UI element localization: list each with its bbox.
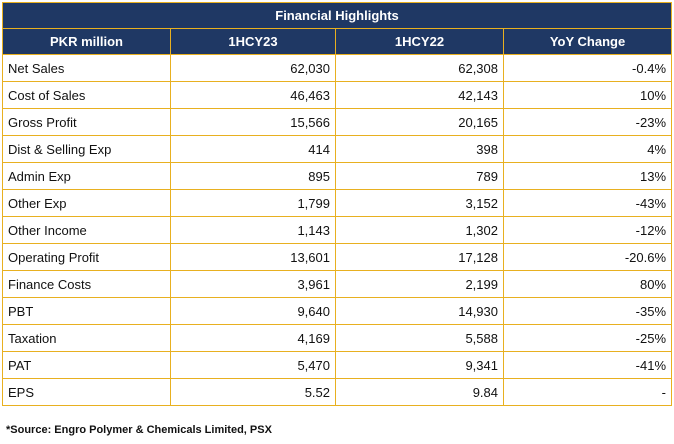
table-cell-cy23: 3,961 — [170, 270, 336, 298]
table-cell-yoy: -12% — [502, 216, 673, 244]
table-cell-cy23: 4,169 — [170, 324, 336, 352]
table-cell-yoy: -23% — [502, 108, 673, 136]
table-cell-label: Dist & Selling Exp — [2, 135, 171, 163]
table-cell-label: Cost of Sales — [2, 81, 171, 109]
table-title: Financial Highlights — [1, 2, 673, 29]
table-cell-yoy: -25% — [502, 324, 673, 352]
column-header: 1HCY23 — [170, 28, 336, 55]
table-row: Other Income 1,143 1,302 -12% — [2, 216, 673, 244]
financial-highlights-table: Financial Highlights PKR million 1HCY23 … — [1, 2, 673, 406]
table-cell-yoy: -41% — [502, 351, 673, 379]
title-row: Financial Highlights — [1, 2, 673, 29]
table-row: Net Sales 62,030 62,308 -0.4% — [2, 54, 673, 82]
table-cell-label: Taxation — [2, 324, 171, 352]
table-row: PBT 9,640 14,930 -35% — [2, 297, 673, 325]
table-cell-cy23: 1,799 — [170, 189, 336, 217]
table-cell-cy22: 9,341 — [335, 351, 504, 379]
table-cell-label: Other Exp — [2, 189, 171, 217]
table-cell-cy23: 895 — [170, 162, 336, 190]
table-cell-cy23: 5.52 — [170, 378, 336, 406]
table-cell-yoy: -43% — [502, 189, 673, 217]
table-cell-cy23: 46,463 — [170, 81, 336, 109]
table-cell-yoy: -20.6% — [502, 243, 673, 271]
table-cell-yoy: - — [502, 378, 673, 406]
table-cell-label: EPS — [2, 378, 171, 406]
table-cell-label: Finance Costs — [2, 270, 171, 298]
table-cell-label: Operating Profit — [2, 243, 171, 271]
table-cell-cy22: 398 — [335, 135, 504, 163]
table-row: Dist & Selling Exp 414 398 4% — [2, 135, 673, 163]
table-row: Taxation 4,169 5,588 -25% — [2, 324, 673, 352]
table-cell-cy23: 1,143 — [170, 216, 336, 244]
table-cell-yoy: 80% — [502, 270, 673, 298]
table-cell-cy22: 2,199 — [335, 270, 504, 298]
table-cell-yoy: 10% — [502, 81, 673, 109]
table-cell-cy23: 13,601 — [170, 243, 336, 271]
table-cell-cy23: 9,640 — [170, 297, 336, 325]
table-cell-label: Admin Exp — [2, 162, 171, 190]
table-row: Gross Profit 15,566 20,165 -23% — [2, 108, 673, 136]
table-row: Finance Costs 3,961 2,199 80% — [2, 270, 673, 298]
table-cell-yoy: -35% — [502, 297, 673, 325]
table-row: Other Exp 1,799 3,152 -43% — [2, 189, 673, 217]
column-header: YoY Change — [502, 28, 673, 55]
table-cell-cy22: 9.84 — [335, 378, 504, 406]
column-header: PKR million — [2, 28, 171, 55]
table-cell-label: PBT — [2, 297, 171, 325]
table-cell-cy22: 1,302 — [335, 216, 504, 244]
table-cell-label: PAT — [2, 351, 171, 379]
table-row: PAT 5,470 9,341 -41% — [2, 351, 673, 379]
table-row: Admin Exp 895 789 13% — [2, 162, 673, 190]
table-cell-cy22: 42,143 — [335, 81, 504, 109]
table-row: Cost of Sales 46,463 42,143 10% — [2, 81, 673, 109]
column-header: 1HCY22 — [335, 28, 504, 55]
table-body: Net Sales 62,030 62,308 -0.4% Cost of Sales 4… — [2, 54, 673, 406]
table-cell-yoy: -0.4% — [502, 54, 673, 82]
table-row: EPS 5.52 9.84- — [2, 378, 673, 406]
table-cell-cy23: 414 — [170, 135, 336, 163]
table-cell-cy22: 20,165 — [335, 108, 504, 136]
table-cell-yoy: 4% — [502, 135, 673, 163]
table-cell-cy23: 15,566 — [170, 108, 336, 136]
source-note: *Source: Engro Polymer & Chemicals Limit… — [6, 424, 272, 436]
table-cell-cy22: 62,308 — [335, 54, 504, 82]
table-cell-cy22: 3,152 — [335, 189, 504, 217]
table-cell-cy23: 62,030 — [170, 54, 336, 82]
table-cell-label: Net Sales — [2, 54, 171, 82]
table-cell-label: Gross Profit — [2, 108, 171, 136]
table-cell-cy22: 17,128 — [335, 243, 504, 271]
table-cell-cy22: 5,588 — [335, 324, 504, 352]
table-cell-cy23: 5,470 — [170, 351, 336, 379]
table-cell-cy22: 789 — [335, 162, 504, 190]
header-row: PKR million 1HCY23 1HCY22 YoY Change — [2, 28, 673, 55]
table-cell-label: Other Income — [2, 216, 171, 244]
table-row: Operating Profit 13,601 17,128 -20.6% — [2, 243, 673, 271]
table-cell-yoy: 13% — [502, 162, 673, 190]
table-cell-cy22: 14,930 — [335, 297, 504, 325]
